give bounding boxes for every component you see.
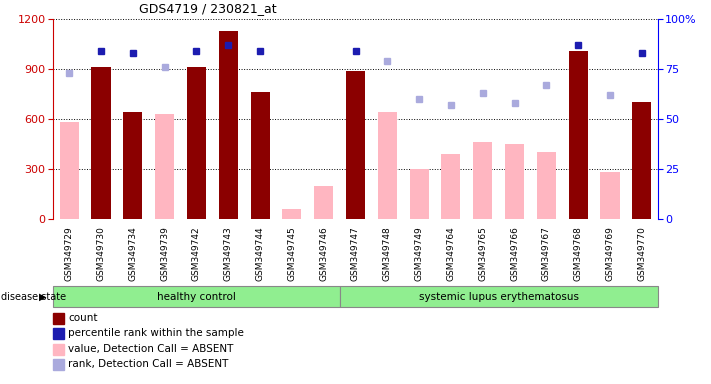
Bar [123,113,142,219]
Bar [53,286,340,307]
Bar [314,185,333,219]
Text: GSM349745: GSM349745 [287,226,296,281]
Bar [92,68,111,219]
Text: GSM349766: GSM349766 [510,226,519,281]
Text: GSM349747: GSM349747 [351,226,360,281]
Text: count: count [68,313,97,323]
Text: GSM349742: GSM349742 [192,226,201,281]
Bar [378,113,397,219]
Bar [155,114,174,219]
Bar [537,152,556,219]
Bar [53,344,64,355]
Text: ▶: ▶ [38,291,46,302]
Text: GSM349730: GSM349730 [97,226,105,281]
Bar [505,144,524,219]
Text: GSM349729: GSM349729 [65,226,74,281]
Bar [569,51,588,219]
Text: GSM349739: GSM349739 [160,226,169,281]
Bar [340,286,658,307]
Text: GSM349744: GSM349744 [255,226,264,281]
Text: systemic lupus erythematosus: systemic lupus erythematosus [419,291,579,302]
Bar [410,169,429,219]
Bar [60,122,79,219]
Bar [219,31,237,219]
Text: GSM349746: GSM349746 [319,226,328,281]
Text: GSM349770: GSM349770 [637,226,646,281]
Bar [250,93,269,219]
Text: GSM349743: GSM349743 [224,226,232,281]
Bar [53,313,64,324]
Text: GDS4719 / 230821_at: GDS4719 / 230821_at [139,2,277,15]
Text: percentile rank within the sample: percentile rank within the sample [68,328,244,338]
Text: healthy control: healthy control [157,291,236,302]
Text: GSM349734: GSM349734 [129,226,137,281]
Text: GSM349769: GSM349769 [606,226,614,281]
Text: rank, Detection Call = ABSENT: rank, Detection Call = ABSENT [68,359,228,369]
Bar [442,154,461,219]
Bar [282,209,301,219]
Text: GSM349765: GSM349765 [479,226,487,281]
Text: disease state: disease state [1,291,66,302]
Bar [474,142,492,219]
Bar [53,359,64,370]
Text: GSM349767: GSM349767 [542,226,551,281]
Text: GSM349768: GSM349768 [574,226,582,281]
Bar [632,103,651,219]
Bar [53,328,64,339]
Text: GSM349749: GSM349749 [415,226,424,281]
Text: value, Detection Call = ABSENT: value, Detection Call = ABSENT [68,344,233,354]
Bar [346,71,365,219]
Text: GSM349764: GSM349764 [447,226,456,281]
Bar [600,172,619,219]
Bar [187,68,206,219]
Text: GSM349748: GSM349748 [383,226,392,281]
